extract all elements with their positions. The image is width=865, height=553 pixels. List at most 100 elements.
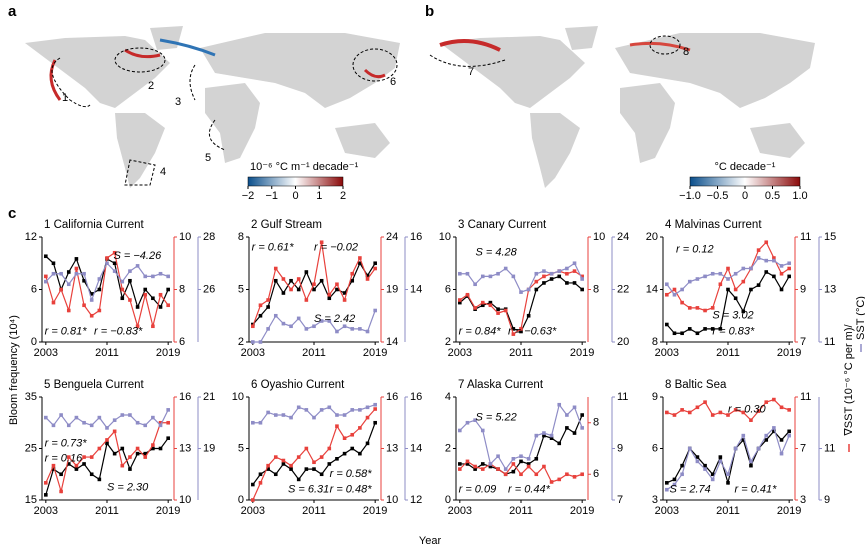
annotation: r = 0.16 — [45, 453, 83, 465]
point — [542, 431, 546, 435]
annotation: S = 4.28 — [476, 247, 518, 259]
point — [112, 451, 117, 456]
point — [304, 298, 309, 302]
point — [695, 277, 700, 281]
point — [580, 472, 584, 477]
point — [718, 459, 723, 464]
point — [764, 400, 769, 404]
point — [480, 462, 485, 466]
point — [312, 324, 316, 329]
annotation: S = 3.02 — [712, 310, 753, 322]
point — [572, 269, 577, 273]
region-label: 4 — [160, 166, 166, 178]
point — [680, 472, 684, 477]
point — [44, 493, 48, 497]
y-tick-label: 21 — [203, 391, 215, 403]
point — [473, 464, 477, 469]
y-tick-label: 16 — [410, 391, 422, 403]
point — [488, 462, 493, 466]
point — [166, 303, 170, 308]
point — [787, 266, 791, 271]
point — [480, 467, 485, 471]
annotation: r = −0.02 — [314, 241, 358, 253]
point — [496, 467, 500, 471]
point — [158, 446, 163, 451]
point — [296, 316, 301, 321]
point — [542, 274, 546, 279]
colorbar-label: °C decade⁻¹ — [715, 161, 776, 173]
point — [749, 459, 753, 464]
point — [143, 451, 148, 456]
point — [733, 446, 738, 451]
point — [787, 261, 791, 266]
point — [350, 278, 355, 283]
annotation: r = 0.61* — [252, 241, 295, 253]
region-label: 1 — [62, 92, 68, 104]
point — [135, 451, 140, 456]
colorbar-a — [247, 176, 344, 187]
point — [710, 413, 715, 417]
point — [772, 256, 776, 260]
point — [151, 274, 155, 279]
point — [718, 327, 723, 331]
point — [718, 282, 723, 287]
point — [749, 418, 753, 422]
point — [580, 426, 584, 430]
point — [273, 266, 278, 271]
annotation: S = −4.26 — [114, 250, 163, 262]
point — [105, 426, 109, 430]
x-tick-label: 2003 — [655, 347, 679, 359]
point — [74, 257, 79, 261]
region-label: 7 — [468, 66, 474, 78]
point — [572, 405, 577, 410]
y-tick-label: 2 — [445, 442, 451, 454]
colorbar-tick-label: 1.0 — [792, 190, 807, 202]
chart-title: 4 Malvinas Current — [665, 219, 762, 231]
point — [672, 331, 677, 336]
point — [105, 256, 109, 260]
point — [680, 287, 684, 292]
y-tick-label: 15 — [25, 494, 37, 506]
point — [151, 446, 155, 451]
y-tick-label: 6 — [179, 336, 185, 348]
y-tick-label: 7 — [617, 494, 623, 506]
x-axis-label: Year — [419, 535, 442, 547]
point — [465, 459, 470, 464]
x-tick-label: 2019 — [156, 505, 180, 517]
y-tick-label: 19 — [203, 442, 215, 454]
point — [158, 420, 163, 425]
point — [665, 410, 669, 415]
point — [289, 463, 293, 468]
point — [44, 415, 48, 420]
point — [703, 463, 707, 468]
point — [779, 405, 784, 410]
point — [74, 467, 79, 471]
colorbar-tick-label: 0 — [292, 190, 298, 202]
region-label: 3 — [175, 96, 181, 108]
point — [258, 340, 263, 344]
y-tick-label: 10 — [179, 231, 191, 243]
point — [82, 303, 86, 308]
y-tick-label: 2 — [238, 336, 244, 348]
point — [519, 327, 523, 331]
point — [258, 303, 263, 308]
point — [458, 467, 462, 471]
y-tick-label: 6 — [652, 442, 658, 454]
point — [281, 458, 286, 463]
point — [89, 313, 94, 318]
point — [251, 324, 255, 329]
point — [281, 291, 286, 295]
y-tick-label: 26 — [203, 283, 215, 295]
point — [511, 332, 516, 336]
point — [373, 407, 377, 411]
point — [120, 296, 125, 301]
point — [695, 455, 700, 459]
point — [511, 274, 516, 279]
point — [59, 287, 63, 292]
point — [756, 248, 761, 252]
point — [680, 408, 684, 412]
chart-title: 5 Benguela Current — [44, 379, 145, 391]
x-tick-label: 2011 — [302, 347, 326, 359]
point — [680, 300, 684, 305]
point — [365, 405, 370, 410]
